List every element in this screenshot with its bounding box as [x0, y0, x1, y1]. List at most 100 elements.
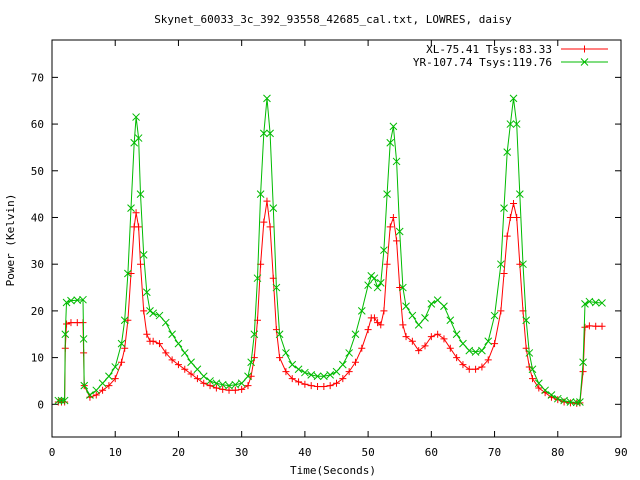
data-point-0 [307, 382, 315, 390]
data-point-1 [370, 274, 379, 283]
data-point-1 [364, 281, 372, 290]
data-point-0 [566, 399, 574, 407]
data-point-1 [136, 190, 145, 198]
x-tick-label: 50 [361, 446, 374, 459]
y-tick-label: 20 [31, 305, 44, 318]
data-point-1 [266, 129, 274, 138]
series-layer [54, 94, 606, 407]
data-point-0 [118, 358, 126, 366]
data-point-1 [92, 386, 101, 395]
data-point-0 [137, 260, 145, 268]
data-point-0 [219, 385, 227, 393]
data-point-0 [263, 197, 271, 205]
data-point-1 [60, 396, 69, 405]
data-point-1 [313, 372, 322, 381]
data-point-0 [127, 270, 135, 278]
data-point-0 [535, 384, 543, 392]
data-point-1 [174, 339, 183, 348]
data-point-0 [491, 340, 499, 348]
data-point-1 [519, 260, 527, 269]
data-point-1 [57, 396, 66, 405]
data-point-0 [295, 378, 303, 386]
data-point-0 [393, 237, 401, 245]
data-point-0 [63, 320, 71, 328]
data-point-0 [389, 213, 397, 221]
data-point-1 [206, 377, 214, 385]
plot-frame [51, 39, 622, 438]
data-point-1 [525, 349, 534, 357]
data-point-0 [465, 365, 473, 373]
data-point-0 [377, 321, 385, 329]
data-point-0 [301, 380, 309, 388]
data-point-1 [117, 339, 126, 348]
data-point-0 [383, 260, 391, 268]
data-point-1 [402, 302, 410, 311]
data-point-0 [399, 321, 407, 329]
data-point-1 [367, 272, 376, 280]
data-point-1 [275, 330, 284, 339]
data-point-0 [500, 270, 508, 278]
data-point-0 [585, 322, 593, 330]
legend-label-xl: XL-75.41 Tsys:83.33 [426, 43, 552, 56]
data-point-1 [560, 396, 568, 405]
data-point-0 [453, 354, 461, 362]
data-point-1 [256, 190, 265, 198]
data-point-1 [272, 283, 281, 292]
data-point-0 [124, 316, 132, 324]
data-point-1 [547, 391, 556, 399]
data-point-1 [414, 321, 423, 329]
data-point-1 [392, 157, 401, 166]
data-point-1 [553, 394, 562, 403]
data-point-1 [376, 279, 385, 287]
data-point-1 [301, 368, 309, 377]
data-point-0 [339, 375, 347, 383]
data-point-0 [592, 322, 600, 330]
x-tick-label: 10 [109, 446, 122, 459]
data-point-1 [161, 318, 170, 327]
data-point-1 [294, 365, 303, 374]
y-axis: 0 10 20 30 40 50 60 70 [31, 71, 621, 411]
data-point-1 [446, 316, 455, 325]
data-point-0 [364, 326, 372, 334]
data-point-1 [237, 379, 246, 388]
x-tick-label: 20 [172, 446, 185, 459]
data-point-1 [399, 283, 407, 292]
data-point-1 [253, 274, 262, 283]
data-point-1 [522, 316, 531, 325]
data-point-1 [168, 330, 176, 339]
data-point-0 [351, 358, 359, 366]
data-point-1 [357, 307, 366, 315]
data-point-1 [497, 260, 505, 269]
data-point-0 [402, 333, 410, 341]
data-point-1 [471, 348, 480, 356]
x-tick-label: 90 [614, 446, 627, 459]
data-point-1 [572, 398, 581, 407]
data-point-0 [105, 382, 113, 390]
data-point-1 [351, 330, 360, 339]
data-point-1 [581, 300, 589, 308]
legend: XL-75.41 Tsys:83.33 YR-107.74 Tsys:119.7… [413, 43, 608, 69]
y-tick-label: 10 [31, 352, 44, 365]
data-point-0 [560, 398, 568, 406]
data-point-0 [225, 386, 233, 394]
data-point-0 [386, 223, 394, 231]
data-point-0 [326, 382, 334, 390]
data-point-0 [174, 361, 182, 369]
data-point-0 [370, 314, 378, 322]
data-point-1 [307, 371, 316, 379]
data-point-1 [345, 349, 353, 357]
data-point-1 [54, 396, 63, 405]
y-tick-label: 70 [31, 71, 44, 84]
y-tick-label: 30 [31, 258, 44, 271]
series-line-0 [58, 201, 602, 404]
data-point-0 [579, 368, 587, 376]
data-point-1 [146, 307, 154, 315]
data-point-0 [478, 363, 486, 371]
data-point-1 [105, 372, 113, 381]
y-tick-label: 40 [31, 211, 44, 224]
data-point-1 [459, 339, 467, 348]
data-point-0 [111, 375, 119, 383]
data-point-1 [509, 94, 518, 103]
data-point-0 [244, 382, 252, 390]
data-point-0 [155, 340, 163, 348]
